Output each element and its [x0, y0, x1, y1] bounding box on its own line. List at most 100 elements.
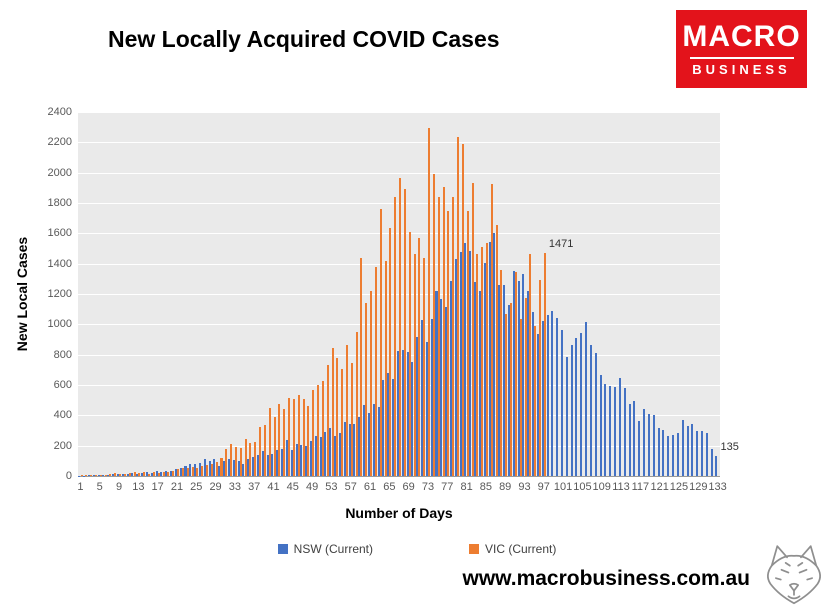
bar-vic — [201, 466, 204, 476]
bar-vic — [452, 196, 455, 476]
y-tick-label: 2000 — [47, 166, 72, 179]
bar-nsw — [256, 455, 259, 476]
gridline — [78, 172, 720, 174]
bar-nsw — [667, 435, 670, 476]
x-tick-label: 17 — [151, 481, 164, 493]
bar-nsw — [184, 466, 187, 476]
gridline — [78, 445, 720, 447]
bar-nsw — [527, 291, 530, 476]
gridline — [78, 112, 720, 113]
bar-nsw — [585, 321, 588, 476]
bar-vic — [123, 474, 126, 476]
bar-vic — [206, 464, 209, 476]
bar-nsw — [662, 430, 665, 476]
bar-nsw — [343, 422, 346, 476]
bar-nsw — [396, 350, 399, 476]
gridline — [78, 385, 720, 386]
bar-nsw — [425, 342, 428, 476]
bar-nsw — [160, 471, 163, 476]
bar-vic — [148, 473, 151, 476]
bar-vic — [321, 380, 324, 476]
bar-nsw — [198, 462, 201, 476]
y-tick-label: 1400 — [47, 257, 72, 270]
x-tick-label: 45 — [286, 481, 299, 493]
bar-nsw — [261, 451, 264, 476]
bar-vic — [326, 364, 329, 476]
bar-nsw — [517, 281, 520, 476]
bar-nsw — [285, 439, 288, 476]
bar-nsw — [87, 475, 90, 476]
logo-text-business: BUSINESS — [692, 62, 791, 77]
bar-nsw — [242, 464, 245, 476]
bar-vic — [524, 298, 527, 476]
bar-nsw — [556, 317, 559, 476]
bar-vic — [186, 468, 189, 476]
bar-vic — [495, 224, 498, 476]
bar-nsw — [681, 419, 684, 476]
y-tick-label: 400 — [53, 409, 72, 422]
bar-nsw — [387, 372, 390, 476]
x-tick-label: 97 — [537, 481, 550, 493]
x-tick-label: 113 — [612, 481, 630, 493]
gridline — [78, 142, 720, 144]
bar-vic — [442, 187, 445, 476]
x-tick-label: 25 — [190, 481, 203, 493]
y-tick-label: 2400 — [47, 106, 72, 118]
bar-vic — [389, 227, 392, 476]
bar-nsw — [358, 416, 361, 476]
bar-nsw — [580, 333, 583, 476]
y-tick-label: 200 — [53, 439, 72, 452]
bar-vic — [413, 253, 416, 476]
logo-text-macro: MACRO — [682, 20, 801, 53]
bar-nsw — [618, 378, 621, 476]
x-tick-label: 101 — [553, 481, 573, 493]
bar-vic — [128, 472, 131, 476]
bar-nsw — [604, 383, 607, 476]
bar-nsw — [498, 284, 501, 476]
data-label: 1471 — [548, 237, 574, 250]
data-label: 135 — [720, 440, 739, 453]
bar-vic — [457, 137, 460, 476]
bar-nsw — [92, 475, 95, 476]
bar-vic — [519, 318, 522, 476]
bar-vic — [162, 472, 165, 476]
bar-vic — [336, 357, 339, 476]
bar-nsw — [599, 374, 602, 476]
bar-vic — [432, 173, 435, 476]
bar-vic — [172, 470, 175, 476]
bar-nsw — [112, 474, 115, 476]
bar-vic — [85, 475, 88, 476]
bar-nsw — [97, 475, 100, 476]
x-tick-label: 13 — [132, 481, 145, 493]
x-tick-label: 1 — [77, 481, 84, 493]
bar-nsw — [319, 436, 322, 476]
chart-title: New Locally Acquired COVID Cases — [108, 26, 500, 52]
bar-vic — [529, 254, 532, 476]
bar-vic — [360, 257, 363, 476]
bar-nsw — [575, 338, 578, 476]
bar-vic — [514, 271, 517, 476]
x-tick-label: 89 — [499, 481, 512, 493]
y-tick-label: 800 — [53, 348, 72, 361]
bar-vic — [341, 369, 344, 476]
bar-vic — [370, 290, 373, 476]
bar-nsw — [445, 306, 448, 476]
bar-nsw — [532, 311, 535, 476]
bar-nsw — [449, 280, 452, 476]
bar-nsw — [551, 310, 554, 476]
x-tick-label: 105 — [573, 481, 592, 493]
bar-nsw — [435, 291, 438, 476]
bar-vic — [234, 447, 237, 476]
gridline — [78, 203, 720, 204]
bar-nsw — [464, 243, 467, 476]
x-tick-label: 57 — [344, 481, 357, 493]
bar-nsw — [401, 350, 404, 476]
bar-nsw — [165, 470, 168, 476]
bar-nsw — [474, 281, 477, 476]
bar-vic — [263, 425, 266, 476]
bar-vic — [365, 302, 368, 476]
legend: NSW (Current) VIC (Current) — [0, 542, 834, 556]
gridline — [78, 294, 720, 295]
bar-nsw — [503, 285, 506, 476]
website-url: www.macrobusiness.com.au — [462, 567, 750, 590]
